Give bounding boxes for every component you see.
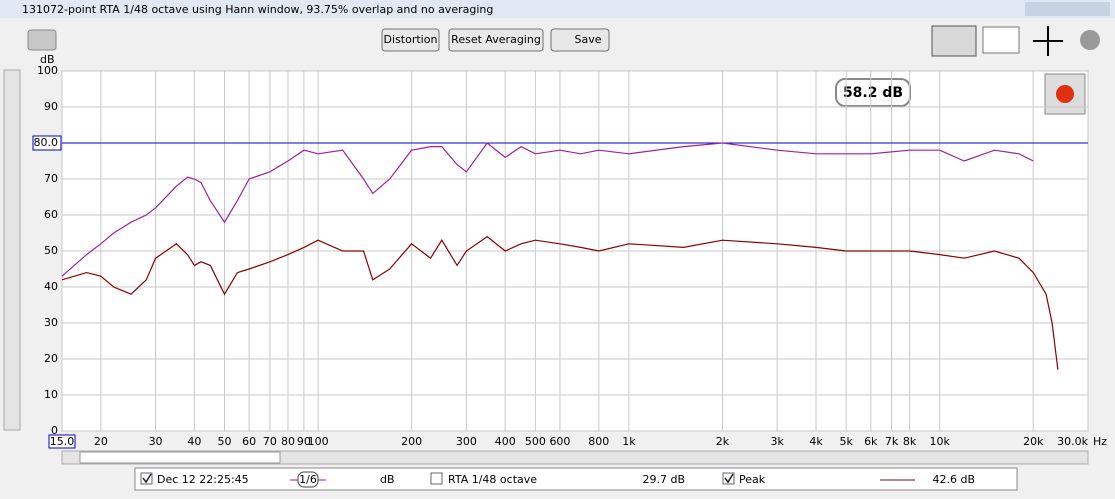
x-tick-label: 30 [149, 435, 163, 448]
x-tick-label: 6k [864, 435, 878, 448]
reference-label: 80.0 [34, 136, 59, 149]
legend-name: Peak [739, 473, 766, 486]
x-tick-label: 80 [281, 435, 295, 448]
settings-icon[interactable] [1080, 30, 1100, 50]
y-tick-label: 10 [44, 388, 58, 401]
x-tick-label: 7k [885, 435, 899, 448]
x-tick-label: 5k [839, 435, 853, 448]
y-tick-label: 30 [44, 316, 58, 329]
legend-name: Dec 12 22:25:45 [157, 473, 249, 486]
legend-unit: dB [380, 473, 395, 486]
scroll-thumb[interactable] [79, 451, 281, 464]
legend-checkbox[interactable] [430, 472, 443, 485]
record-led [1056, 85, 1074, 103]
x-tick-label: 8k [903, 435, 917, 448]
x-unit: Hz [1093, 435, 1107, 448]
legend-checkbox[interactable] [140, 472, 153, 485]
horizontal-scrollbar[interactable] [61, 450, 1089, 465]
y-tick-label: 20 [44, 352, 58, 365]
layout-icon[interactable] [931, 25, 977, 57]
title-bar [0, 0, 1115, 18]
button-label: Distortion [384, 33, 438, 46]
x-tick-label: 30.0k [1057, 435, 1088, 448]
check-mark [142, 473, 152, 484]
grid-icon[interactable] [982, 26, 1020, 54]
check-mark [724, 473, 734, 484]
toolbar-button[interactable] [381, 28, 440, 52]
legend-reading: 42.6 dB [932, 473, 975, 486]
x-tick-label: 300 [456, 435, 477, 448]
vertical-scrollbar[interactable] [3, 69, 21, 431]
window-title: 131072-point RTA 1/48 octave using Hann … [22, 3, 493, 16]
data-line [61, 142, 1034, 277]
legend-smoothing: 1/6 [299, 473, 317, 486]
x-tick-label: 60 [242, 435, 256, 448]
legend-rta-reading: 29.7 dB [642, 473, 685, 486]
data-line [61, 235, 1059, 370]
y-unit: dB [40, 53, 55, 66]
y-tick-label: 70 [44, 172, 58, 185]
reference-label-box [32, 135, 62, 151]
y-tick-label: 90 [44, 100, 58, 113]
toolbar-button[interactable] [550, 28, 610, 52]
x-tick-label: 20k [1023, 435, 1044, 448]
x-tick-label: 10k [930, 435, 951, 448]
resize-icon[interactable] [1033, 26, 1063, 56]
x-tick-label: 20 [94, 435, 108, 448]
y-tick-label: 40 [44, 280, 58, 293]
x-tick-label: 400 [495, 435, 516, 448]
x-tick-label: 200 [401, 435, 422, 448]
x-tick-label: 600 [549, 435, 570, 448]
x-tick-label: 50 [218, 435, 232, 448]
x-tick-label: 2k [716, 435, 730, 448]
x-tick-label: 500 [525, 435, 546, 448]
legend-box [134, 467, 1018, 491]
x-tick-label: 100 [308, 435, 329, 448]
x-tick-label: 70 [263, 435, 277, 448]
x-tick-label: 15.0 [50, 435, 75, 448]
x-tick-label: 800 [588, 435, 609, 448]
toolbar-button[interactable] [448, 28, 544, 52]
x-tick-box [48, 434, 76, 449]
cursor-readout: 58.2 dB [843, 85, 903, 101]
button-label: Save [574, 33, 601, 46]
y-tick-label: 60 [44, 208, 58, 221]
y-tick-label: 100 [37, 64, 58, 77]
legend-rta: RTA 1/48 octave [448, 473, 537, 486]
x-tick-label: 40 [187, 435, 201, 448]
button-label: Reset Averaging [451, 33, 541, 46]
x-tick-label: 3k [771, 435, 785, 448]
x-tick-label: 1k [622, 435, 636, 448]
window-controls[interactable] [1025, 2, 1110, 16]
x-tick-label: 90 [297, 435, 311, 448]
camera-icon[interactable] [27, 29, 57, 51]
y-tick-label: 50 [44, 244, 58, 257]
smoothing-box [297, 471, 319, 488]
legend-checkbox[interactable] [722, 472, 735, 485]
y-tick-label: 0 [51, 424, 58, 437]
x-tick-label: 4k [809, 435, 823, 448]
